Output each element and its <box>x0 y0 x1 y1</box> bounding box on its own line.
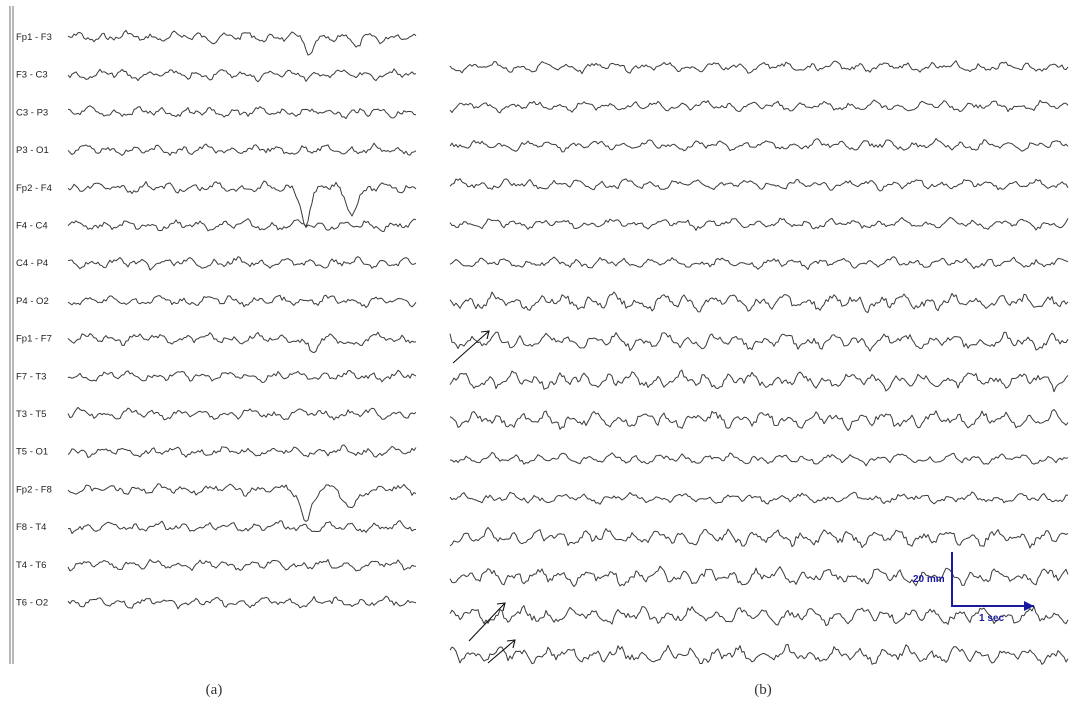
eeg-trace <box>67 180 417 227</box>
panel-a-caption: (a) <box>206 682 223 698</box>
channel-label: C4 - P4 <box>16 258 48 269</box>
channel-label: Fp1 - F7 <box>16 334 52 345</box>
scale-bar-axes <box>951 552 1034 607</box>
channel-label: P4 - O2 <box>16 296 49 307</box>
channel-label: T6 - O2 <box>16 598 48 609</box>
eeg-trace <box>449 409 1069 431</box>
eeg-trace <box>67 218 417 232</box>
eeg-trace <box>67 369 417 383</box>
scale-bar-horizontal-label: 1 sec <box>979 613 1004 624</box>
eeg-trace <box>67 256 417 271</box>
channel-label: F4 - C4 <box>16 221 48 232</box>
eeg-trace <box>449 331 1069 352</box>
annotation-arrowhead <box>496 602 506 612</box>
panel-b-caption: (b) <box>754 682 772 698</box>
eeg-trace <box>449 178 1069 192</box>
eeg-trace <box>67 294 417 308</box>
annotation-arrowhead <box>480 330 490 340</box>
channel-label: T4 - T6 <box>16 560 46 571</box>
channel-label: T3 - T5 <box>16 409 46 420</box>
panel-a: Fp1 - F3 F3 - C3 C3 - P3 P3 - O1 Fp2 - F4 F4 … <box>16 29 417 610</box>
eeg-trace <box>67 595 417 610</box>
eeg-trace <box>449 605 1069 627</box>
channel-label: F7 - T3 <box>16 371 46 382</box>
channel-label: Fp1 - F3 <box>16 32 52 43</box>
eeg-trace <box>67 105 417 120</box>
panel-b <box>449 60 1069 665</box>
eeg-trace <box>67 142 417 156</box>
channel-label: C3 - P3 <box>16 107 48 118</box>
eeg-trace <box>449 527 1069 549</box>
channel-label: Fp2 - F8 <box>16 484 52 495</box>
scale-bar: 20 mm 1 sec <box>913 552 1034 624</box>
annotation-arrow <box>468 602 506 642</box>
eeg-trace <box>67 406 417 421</box>
eeg-trace <box>449 451 1069 467</box>
eeg-trace <box>449 99 1069 114</box>
channel-label: P3 - O1 <box>16 145 49 156</box>
eeg-trace <box>449 291 1069 313</box>
channel-label: F3 - C3 <box>16 70 48 81</box>
annotation-arrows <box>452 330 516 664</box>
eeg-trace <box>449 491 1069 505</box>
eeg-trace <box>67 68 417 83</box>
annotation-arrowhead <box>506 639 516 649</box>
annotation-arrow <box>452 330 490 364</box>
eeg-trace <box>67 520 417 534</box>
eeg-trace <box>449 216 1069 231</box>
eeg-trace <box>67 331 417 354</box>
eeg-trace <box>67 444 417 458</box>
eeg-trace <box>449 369 1069 393</box>
channel-label: Fp2 - F4 <box>16 183 52 194</box>
scale-bar-arrowhead <box>1024 601 1034 611</box>
annotation-arrow <box>487 639 516 664</box>
channel-label: F8 - T4 <box>16 522 46 533</box>
eeg-trace <box>67 559 417 572</box>
eeg-trace <box>449 643 1069 665</box>
eeg-trace <box>67 483 417 522</box>
eeg-trace <box>449 565 1069 588</box>
eeg-trace <box>449 60 1069 75</box>
scale-bar-vertical-label: 20 mm <box>913 574 945 585</box>
eeg-trace <box>449 138 1069 153</box>
eeg-trace <box>449 256 1069 271</box>
eeg-trace <box>67 29 417 56</box>
channel-label: T5 - O1 <box>16 447 48 458</box>
